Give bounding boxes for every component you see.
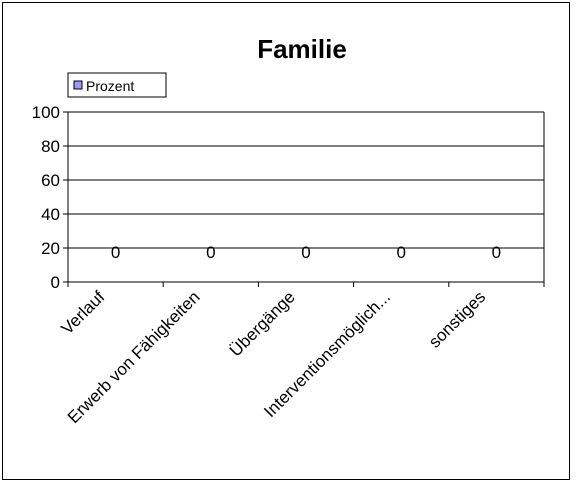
y-tick-label: 100 xyxy=(32,103,60,122)
data-label: 0 xyxy=(111,243,120,262)
data-label: 0 xyxy=(396,243,405,262)
x-tick-label: Übergänge xyxy=(226,287,299,360)
y-tick-label: 0 xyxy=(51,273,60,292)
y-axis-ticks: 0 20 40 60 80 100 xyxy=(32,103,68,292)
y-tick-label: 20 xyxy=(41,239,60,258)
data-label: 0 xyxy=(301,243,310,262)
x-tick-label: Verlauf xyxy=(58,287,109,338)
data-label: 0 xyxy=(206,243,215,262)
legend-swatch xyxy=(73,80,83,90)
gridlines xyxy=(68,111,544,249)
legend: Prozent xyxy=(67,72,167,98)
x-tick-label: sonstiges xyxy=(425,287,489,351)
data-label: 0 xyxy=(492,243,501,262)
y-tick-label: 80 xyxy=(41,137,60,156)
legend-box xyxy=(67,72,167,98)
y-tick-label: 40 xyxy=(41,205,60,224)
data-labels: 0 0 0 0 0 xyxy=(111,243,501,262)
chart-title: Familie xyxy=(257,34,347,64)
legend-label: Prozent xyxy=(86,78,134,94)
y-tick-label: 60 xyxy=(41,171,60,190)
